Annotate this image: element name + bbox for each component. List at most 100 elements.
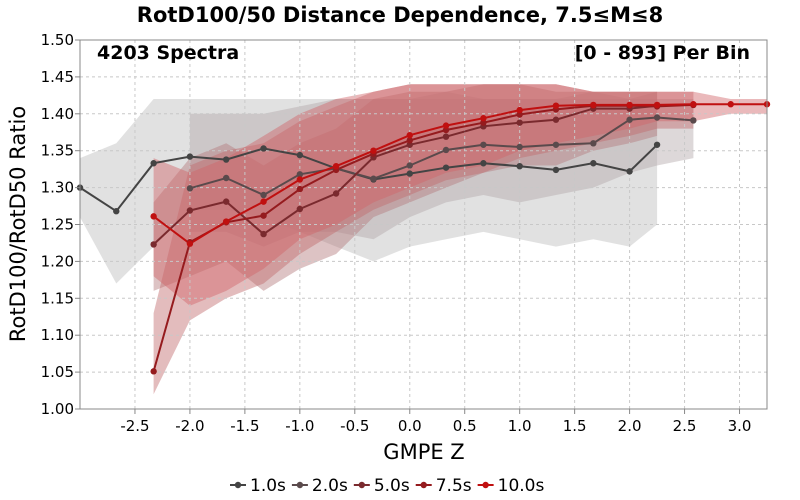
x-tick-label: -1.0	[285, 417, 314, 435]
data-point-2.0s	[406, 162, 413, 169]
series-line-10.0s	[152, 103, 767, 245]
ticks: -2.5 -2.0 -1.5 -1.0 -0.5 0.0 0.5 1.0 1.5 2.0 2.5 3.…	[41, 31, 752, 435]
legend-item-1.0s: 1.0s	[230, 476, 286, 496]
series-points	[76, 101, 771, 375]
legend-label: 1.0s	[250, 476, 286, 496]
x-tick-label: -2.5	[120, 417, 149, 435]
data-point-1.0s	[442, 164, 450, 171]
data-point-5.0s	[552, 116, 560, 123]
data-point-1.0s	[186, 153, 194, 160]
data-point-2.0s	[370, 175, 377, 182]
y-tick-label: 1.00	[41, 400, 74, 418]
data-point-5.0s	[442, 133, 450, 140]
data-point-5.0s	[406, 141, 413, 148]
x-tick-label: 0.0	[398, 417, 422, 435]
data-point-10.0s	[552, 102, 560, 109]
y-tick-label: 1.10	[41, 326, 74, 344]
data-point-5.0s	[332, 190, 340, 197]
data-point-10.0s	[222, 218, 230, 225]
data-point-10.0s	[516, 106, 523, 114]
spectra-count-annotation: 4203 Spectra	[97, 42, 239, 64]
data-point-1.0s	[222, 156, 230, 163]
data-point-5.0s	[150, 241, 157, 248]
legend-item-7.5s: 7.5s	[415, 476, 472, 496]
x-tick-label: 1.0	[508, 417, 532, 435]
data-point-7.5s	[480, 119, 487, 126]
band-2.0s	[189, 99, 694, 247]
data-point-2.0s	[552, 141, 560, 148]
data-point-2.0s	[260, 191, 267, 199]
y-tick-label: 1.40	[41, 105, 74, 123]
data-point-5.0s	[516, 119, 523, 126]
y-tick-label: 1.30	[41, 179, 74, 197]
x-tick-label: 2.5	[673, 417, 697, 435]
data-point-10.0s	[442, 122, 450, 129]
data-point-1.0s	[150, 160, 157, 167]
legend-item-2.0s: 2.0s	[291, 476, 348, 496]
y-tick-label: 1.50	[41, 31, 74, 49]
data-point-1.0s	[406, 170, 413, 177]
data-point-2.0s	[186, 185, 194, 192]
data-point-1.0s	[296, 151, 304, 159]
x-tick-label: -0.5	[340, 417, 369, 435]
data-point-2.0s	[590, 140, 597, 147]
legend-swatch-marker	[296, 481, 304, 489]
data-point-5.0s	[296, 205, 304, 213]
legend-item-10.0s: 10.0s	[477, 476, 545, 496]
data-point-1.0s	[480, 160, 487, 167]
data-point-10.0s	[727, 101, 734, 108]
legend-label: 2.0s	[312, 476, 348, 496]
data-point-1.0s	[113, 208, 120, 215]
data-point-10.0s	[406, 132, 413, 139]
data-point-1.0s	[260, 145, 267, 152]
data-point-1.0s	[516, 162, 523, 170]
x-tick-label: 3.0	[728, 417, 752, 435]
x-tick-label: 0.5	[453, 417, 477, 435]
data-point-5.0s	[260, 230, 267, 238]
data-point-10.0s	[653, 101, 661, 109]
data-point-7.5s	[406, 137, 413, 144]
data-point-10.0s	[370, 147, 377, 154]
data-point-1.0s	[653, 141, 661, 148]
data-point-2.0s	[626, 116, 633, 123]
data-point-5.0s	[222, 198, 230, 205]
y-tick-label: 1.35	[41, 142, 74, 160]
chart-title: RotD100/50 Distance Dependence, 7.5≤M≤8	[137, 3, 663, 27]
data-point-2.0s	[480, 141, 487, 148]
data-point-7.5s	[442, 126, 450, 134]
data-point-7.5s	[150, 368, 157, 375]
data-point-2.0s	[296, 171, 304, 178]
x-tick-label: 2.0	[618, 417, 642, 435]
x-tick-label: -1.5	[230, 417, 259, 435]
data-point-7.5s	[296, 185, 304, 193]
data-point-10.0s	[296, 176, 304, 183]
band-10.0s	[153, 84, 768, 306]
data-point-1.0s	[626, 168, 633, 175]
data-point-1.0s	[552, 166, 560, 174]
data-point-10.0s	[480, 115, 487, 122]
data-point-2.0s	[222, 174, 230, 182]
data-point-7.5s	[516, 111, 523, 118]
data-point-2.0s	[442, 146, 450, 154]
legend-label: 5.0s	[374, 476, 410, 496]
data-point-2.0s	[690, 117, 697, 124]
legend-swatch-marker	[358, 481, 366, 489]
legend: 1.0s 2.0s 5.0s 7.5s 10.0s	[230, 476, 544, 496]
data-point-10.0s	[260, 198, 267, 205]
legend-swatch-marker	[234, 481, 242, 489]
data-point-10.0s	[626, 101, 633, 109]
legend-label: 10.0s	[498, 476, 545, 496]
data-point-10.0s	[590, 101, 597, 109]
y-tick-label: 1.15	[41, 289, 74, 307]
data-point-2.0s	[516, 143, 523, 151]
data-point-10.0s	[150, 213, 157, 220]
per-bin-annotation: [0 - 893] Per Bin	[575, 42, 750, 64]
y-tick-label: 1.20	[41, 252, 74, 270]
data-point-2.0s	[653, 114, 661, 121]
y-tick-label: 1.25	[41, 216, 74, 234]
legend-label: 7.5s	[436, 476, 472, 496]
legend-swatch-marker	[482, 481, 489, 489]
legend-item-5.0s: 5.0s	[353, 476, 410, 496]
data-point-10.0s	[332, 162, 340, 170]
